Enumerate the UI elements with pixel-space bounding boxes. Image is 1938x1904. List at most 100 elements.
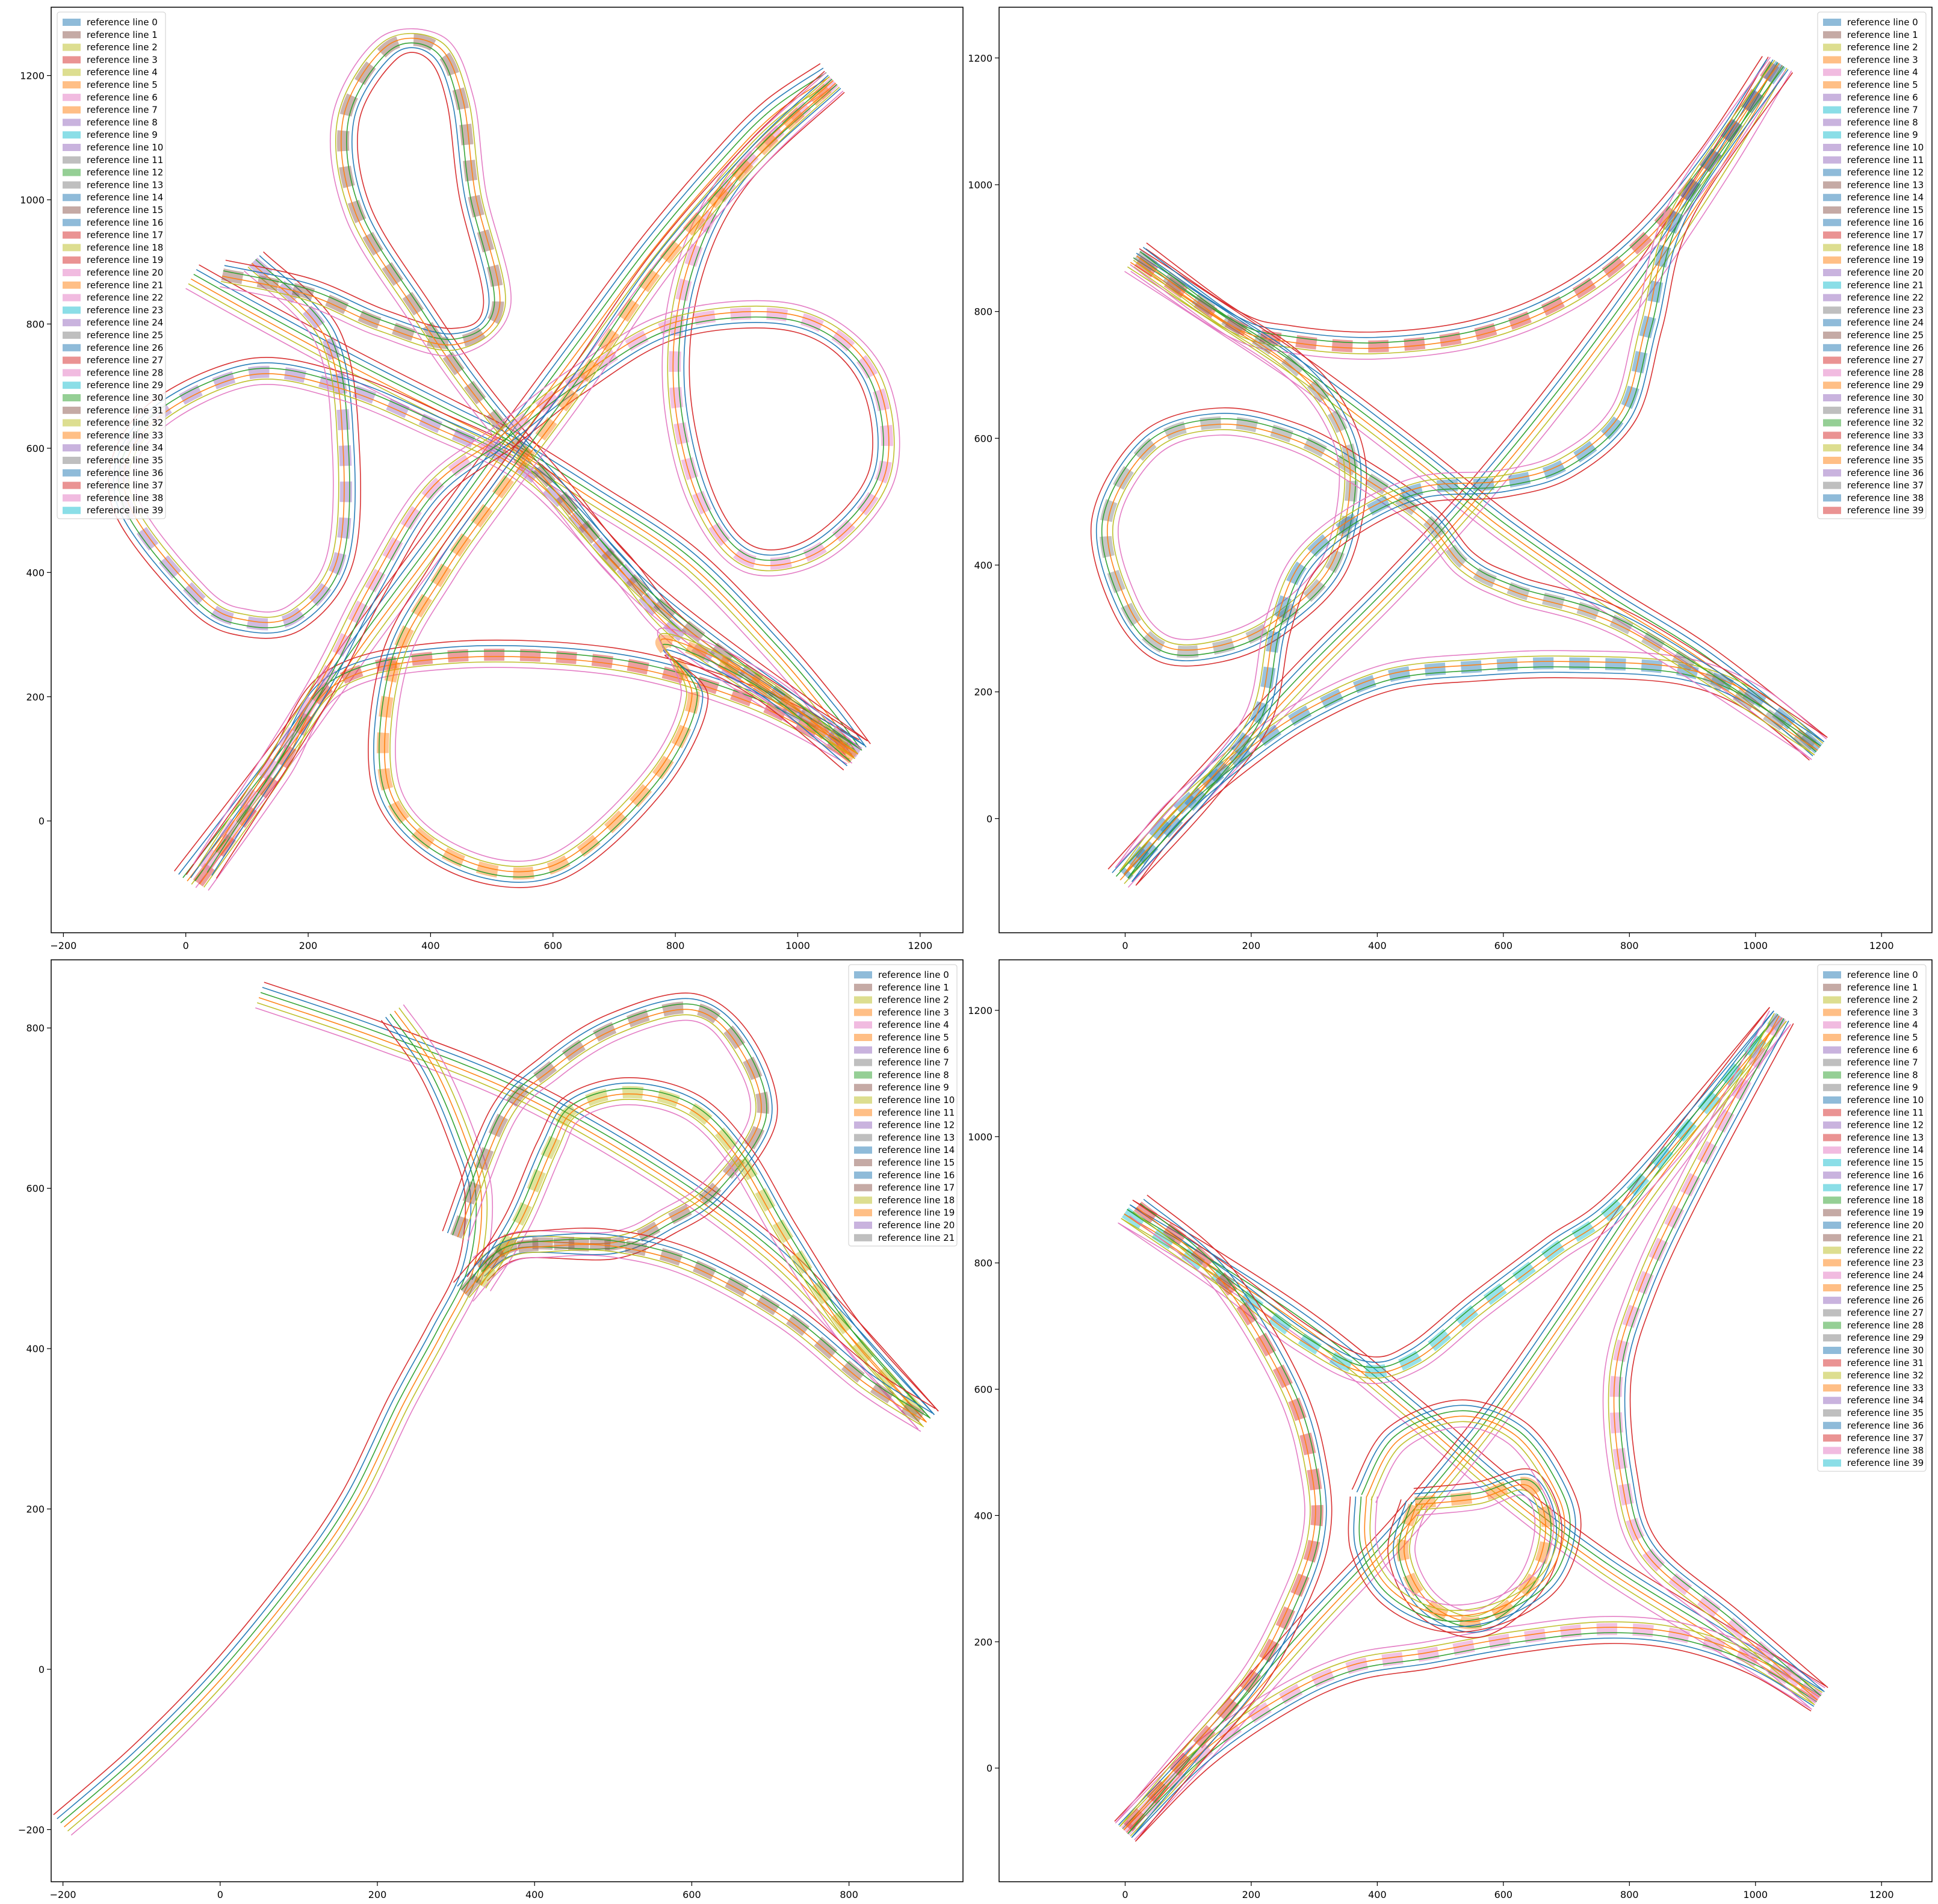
legend-swatch bbox=[854, 1234, 872, 1241]
legend-box bbox=[848, 964, 958, 1247]
lane-line bbox=[1414, 1494, 1536, 1612]
legend-swatch bbox=[1823, 356, 1841, 364]
lane-line bbox=[1135, 1643, 1812, 1842]
legend-swatch bbox=[1823, 106, 1841, 114]
x-tick-label: 1000 bbox=[1743, 1889, 1768, 1900]
road-series-3 bbox=[466, 1077, 939, 1430]
x-tick-label: 800 bbox=[666, 940, 685, 951]
legend-label: reference line 21 bbox=[87, 280, 163, 291]
legend-label: reference line 14 bbox=[1847, 192, 1924, 203]
legend-label: reference line 2 bbox=[1847, 995, 1918, 1006]
lane-line bbox=[182, 72, 827, 879]
lane-line bbox=[471, 1082, 935, 1415]
legend-swatch bbox=[1823, 1009, 1841, 1016]
legend-label: reference line 6 bbox=[87, 92, 158, 103]
x-tick-label: −200 bbox=[50, 940, 76, 951]
legend-label: reference line 33 bbox=[1847, 1382, 1924, 1393]
legend-swatch bbox=[1823, 1209, 1841, 1217]
legend-label: reference line 21 bbox=[1847, 280, 1924, 291]
legend-swatch bbox=[854, 996, 872, 1004]
reference-line-highlight bbox=[1134, 61, 1780, 353]
legend-label: reference line 16 bbox=[87, 217, 163, 228]
legend-swatch bbox=[63, 344, 81, 351]
lane-line bbox=[1118, 264, 1812, 760]
legend-swatch bbox=[63, 419, 81, 427]
reference-line-highlight bbox=[199, 77, 893, 874]
x-tick-label: 400 bbox=[421, 940, 440, 951]
legend-swatch bbox=[1823, 1222, 1841, 1229]
legend-label: reference line 7 bbox=[1847, 105, 1918, 116]
lane-line bbox=[224, 47, 865, 746]
x-tick-label: 600 bbox=[543, 940, 562, 951]
legend-label: reference line 34 bbox=[87, 442, 163, 453]
legend-swatch bbox=[63, 81, 81, 88]
legend-swatch bbox=[854, 1084, 872, 1092]
legend-label: reference line 13 bbox=[87, 179, 163, 190]
legend-swatch bbox=[1823, 256, 1841, 264]
x-tick-label: 600 bbox=[1494, 1889, 1513, 1900]
lane-line bbox=[1123, 1207, 1316, 1831]
legend-label: reference line 11 bbox=[87, 155, 163, 165]
legend-swatch bbox=[1823, 43, 1841, 51]
legend-swatch bbox=[63, 231, 81, 239]
legend-label: reference line 31 bbox=[1847, 1358, 1924, 1368]
legend-label: reference line 20 bbox=[1847, 267, 1924, 278]
lane-line bbox=[255, 1007, 919, 1430]
legend-label: reference line 25 bbox=[1847, 330, 1924, 341]
legend-label: reference line 24 bbox=[1847, 1270, 1924, 1281]
legend-swatch bbox=[1823, 481, 1841, 489]
lane-line bbox=[196, 269, 867, 748]
lane-line bbox=[1613, 1015, 1818, 1701]
legend-swatch bbox=[1823, 1146, 1841, 1154]
legend-swatch bbox=[1823, 156, 1841, 164]
legend-swatch bbox=[1823, 1459, 1841, 1467]
legend-label: reference line 11 bbox=[878, 1107, 955, 1118]
legend-label: reference line 25 bbox=[87, 330, 163, 341]
legend-swatch bbox=[63, 194, 81, 202]
legend-label: reference line 23 bbox=[1847, 1257, 1924, 1268]
legend-swatch bbox=[1823, 983, 1841, 991]
road-series-7 bbox=[1348, 1399, 1582, 1633]
legend: reference line 0 reference line 1 referenc… bbox=[848, 964, 958, 1247]
legend-swatch bbox=[1823, 1309, 1841, 1317]
plot-area bbox=[108, 28, 900, 891]
legend-swatch bbox=[1823, 1234, 1841, 1241]
legend-label: reference line 31 bbox=[1847, 405, 1924, 416]
legend-swatch bbox=[1823, 181, 1841, 189]
legend-swatch bbox=[854, 1222, 872, 1229]
lane-line bbox=[67, 1007, 488, 1832]
legend-swatch bbox=[1823, 281, 1841, 289]
y-tick-label: 800 bbox=[974, 306, 992, 318]
legend-swatch bbox=[1823, 19, 1841, 26]
legend-label: reference line 14 bbox=[878, 1145, 955, 1155]
road-series-6 bbox=[1387, 1468, 1562, 1639]
legend-swatch bbox=[1823, 1421, 1841, 1429]
road-series-1 bbox=[1107, 57, 1792, 888]
y-tick-label: 400 bbox=[974, 1510, 992, 1521]
legend-label: reference line 8 bbox=[1847, 117, 1918, 128]
lane-line bbox=[1090, 243, 1827, 737]
legend-swatch bbox=[63, 306, 81, 314]
legend-label: reference line 38 bbox=[87, 492, 163, 503]
legend-label: reference line 6 bbox=[1847, 92, 1918, 103]
y-tick-label: 800 bbox=[26, 1022, 45, 1034]
lane-line bbox=[191, 81, 833, 885]
legend-label: reference line 3 bbox=[1847, 54, 1918, 65]
legend-swatch bbox=[1823, 344, 1841, 351]
x-tick-label: 400 bbox=[1368, 1889, 1387, 1900]
lane-line bbox=[193, 72, 900, 864]
legend-label: reference line 22 bbox=[1847, 292, 1924, 303]
legend-label: reference line 29 bbox=[1847, 380, 1924, 391]
reference-line-highlight bbox=[193, 648, 856, 887]
lane-line bbox=[1123, 63, 1780, 875]
legend-swatch bbox=[1823, 1272, 1841, 1279]
plot-area bbox=[53, 981, 939, 1836]
lane-line bbox=[215, 91, 873, 879]
legend-swatch bbox=[854, 1009, 872, 1016]
y-tick-label: 400 bbox=[974, 560, 992, 571]
x-tick-label: 800 bbox=[1620, 940, 1639, 951]
legend-label: reference line 19 bbox=[1847, 255, 1924, 265]
road-series-5 bbox=[1115, 57, 1794, 886]
reference-line-highlight bbox=[1121, 1623, 1822, 1836]
legend-label: reference line 14 bbox=[87, 192, 163, 203]
